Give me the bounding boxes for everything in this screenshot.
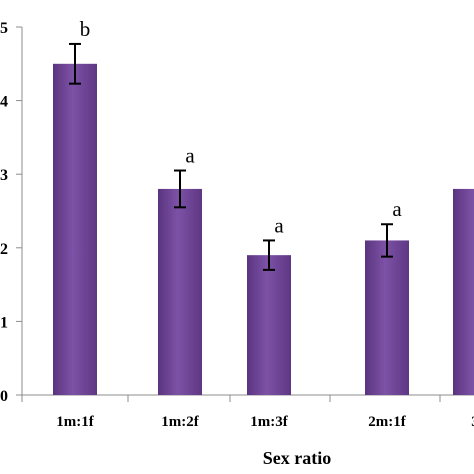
- bar: [453, 188, 474, 395]
- x-tick-label: 1m:3f: [250, 414, 288, 430]
- y-tick-label: 3: [0, 167, 8, 184]
- y-tick-label: 1: [0, 314, 8, 331]
- significance-letters: b a a a: [80, 17, 403, 238]
- y-tick-label: 5: [0, 20, 8, 37]
- y-tick-label: 2: [0, 241, 8, 258]
- bar: [247, 255, 291, 395]
- significance-letter: a: [274, 213, 284, 237]
- x-tick-labels: 1m:1f 1m:2f 1m:3f 2m:1f 3: [56, 414, 474, 430]
- y-tick-labels: 0 1 2 3 4 5: [0, 20, 22, 405]
- significance-letter: a: [185, 144, 195, 168]
- significance-letter: a: [392, 197, 402, 221]
- x-tick-label: 2m:1f: [368, 414, 406, 430]
- bars: [53, 63, 474, 396]
- error-bars: [69, 42, 393, 271]
- x-tick-label: 1m:2f: [161, 414, 199, 430]
- y-tick-label: 0: [0, 388, 8, 405]
- bar: [158, 188, 202, 395]
- x-tick-label: 3: [471, 414, 474, 430]
- x-tick-label: 1m:1f: [56, 414, 94, 430]
- significance-letter: b: [80, 17, 91, 41]
- y-tick-label: 4: [0, 94, 8, 111]
- bar: [53, 63, 97, 396]
- bar: [365, 240, 409, 395]
- x-axis-title: Sex ratio: [263, 448, 331, 468]
